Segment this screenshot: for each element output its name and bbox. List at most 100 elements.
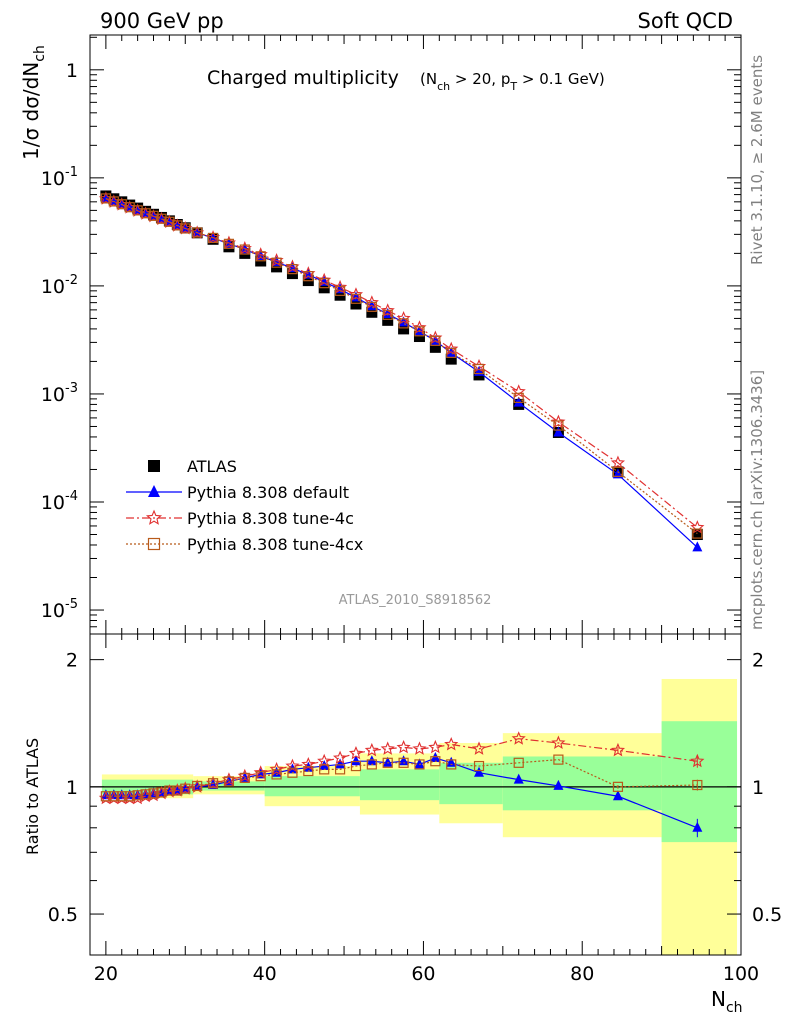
ratio-point	[414, 759, 425, 770]
y-tick-label: 1	[66, 60, 78, 82]
subtitle-mid: > 20, p	[450, 70, 510, 88]
data-point	[239, 244, 250, 255]
ratio-point	[223, 776, 235, 787]
data-point	[319, 278, 330, 289]
y-tick-base: 10	[41, 276, 65, 298]
ratio-point	[382, 756, 393, 767]
data-point	[335, 283, 346, 294]
data-point	[692, 541, 703, 552]
data-point	[334, 285, 346, 296]
data-point	[172, 220, 183, 231]
ratio-point	[253, 765, 268, 779]
ratio-y-tick-label: 1	[66, 777, 78, 799]
data-point	[333, 279, 348, 294]
rivet-label: Rivet 3.1.10, ≥ 2.6M events	[748, 55, 766, 265]
data-point	[180, 223, 191, 234]
main-panel-axes: 10 -5 10-4 10-3 10-2 10-1 1	[41, 35, 742, 635]
inner-band	[502, 756, 662, 811]
data-point	[108, 196, 119, 207]
data-point	[116, 199, 127, 210]
ylabel-main-text: 1/σ dσ/dN	[19, 62, 43, 160]
ratio-point	[474, 766, 485, 777]
data-point	[239, 247, 251, 259]
xlabel-text: N	[711, 987, 726, 1011]
ratio-point	[269, 761, 284, 776]
ratio-point	[513, 757, 524, 768]
ratio-point	[414, 758, 425, 769]
data-point	[350, 293, 362, 304]
data-point	[473, 363, 485, 375]
data-point	[382, 309, 393, 320]
inner-band	[359, 769, 440, 801]
data-point	[319, 275, 330, 286]
ratio-point	[108, 791, 119, 802]
ratio-point	[319, 764, 330, 775]
subtitle-sub-t: T	[509, 80, 517, 93]
ratio-point	[239, 771, 250, 782]
analysis-watermark: ATLAS_2010_S8918562	[339, 593, 492, 608]
x-tick-label: 80	[570, 963, 594, 985]
data-point	[446, 347, 457, 358]
ratio-point	[692, 821, 703, 832]
data-point	[612, 466, 624, 477]
xlabel-sub: ch	[726, 1000, 743, 1016]
ratio-point	[271, 769, 282, 780]
ratio-point	[223, 775, 234, 786]
ratio-y-tick-label-right: 0.5	[752, 904, 782, 926]
series-line-3	[105, 197, 698, 535]
ratio-point	[690, 753, 705, 768]
data-point	[287, 264, 298, 275]
y-tick-label: 10-1	[41, 165, 78, 190]
ratio-panel-bands	[90, 678, 741, 955]
legend-marker-0	[148, 460, 160, 472]
y-tick-base: 10	[41, 384, 65, 406]
ratio-panel-series	[98, 731, 705, 838]
ratio-point	[366, 759, 377, 770]
ratio-point	[398, 757, 409, 768]
data-point	[124, 202, 135, 213]
ratio-point	[207, 778, 219, 789]
y-tick-label: 10-3	[41, 381, 78, 406]
ratio-point	[287, 767, 298, 778]
data-point	[148, 210, 159, 221]
data-point	[366, 306, 378, 318]
ratio-line-2	[105, 758, 698, 797]
y-tick-label: 10-4	[41, 489, 78, 514]
ratio-point	[239, 772, 250, 783]
data-point	[414, 326, 425, 337]
ratio-point	[396, 739, 411, 754]
data-point	[398, 323, 410, 335]
ratio-point	[192, 780, 203, 792]
data-point	[430, 335, 441, 346]
ratio-point	[612, 781, 624, 792]
legend-marker-2	[145, 509, 163, 525]
y-tick-label: 10-2	[41, 273, 78, 298]
ratio-point	[610, 742, 626, 757]
y-tick-exp: -5	[65, 597, 78, 612]
ratio-point	[364, 742, 379, 757]
ratio-y-tick-label: 2	[66, 650, 78, 672]
legend-label-3: Pythia 8.308 tune-4cx	[187, 535, 363, 554]
ratio-point	[132, 790, 143, 801]
subtitle-open: (N	[420, 70, 437, 88]
legend-marker-1	[148, 485, 160, 497]
data-point	[444, 341, 459, 356]
ratio-point	[172, 785, 183, 796]
data-point	[156, 213, 167, 224]
legend-marker-3	[147, 537, 161, 551]
data-point	[553, 426, 564, 437]
ratio-y-tick-label-right: 2	[752, 650, 764, 672]
ratio-point	[446, 756, 457, 767]
data-point	[364, 295, 379, 309]
xlabel: Nch	[711, 987, 743, 1016]
inner-band	[264, 776, 360, 797]
ratio-point	[148, 788, 159, 799]
ratio-y-tick-label: 0.5	[48, 904, 78, 926]
ratio-ylabel: Ratio to ATLAS	[23, 738, 42, 855]
data-point	[511, 384, 526, 398]
ratio-point	[511, 731, 526, 745]
legend-label-1: Pythia 8.308 default	[187, 483, 349, 502]
data-point	[192, 227, 203, 238]
ratio-point	[473, 760, 485, 772]
y-tick-base: 10	[41, 492, 65, 514]
